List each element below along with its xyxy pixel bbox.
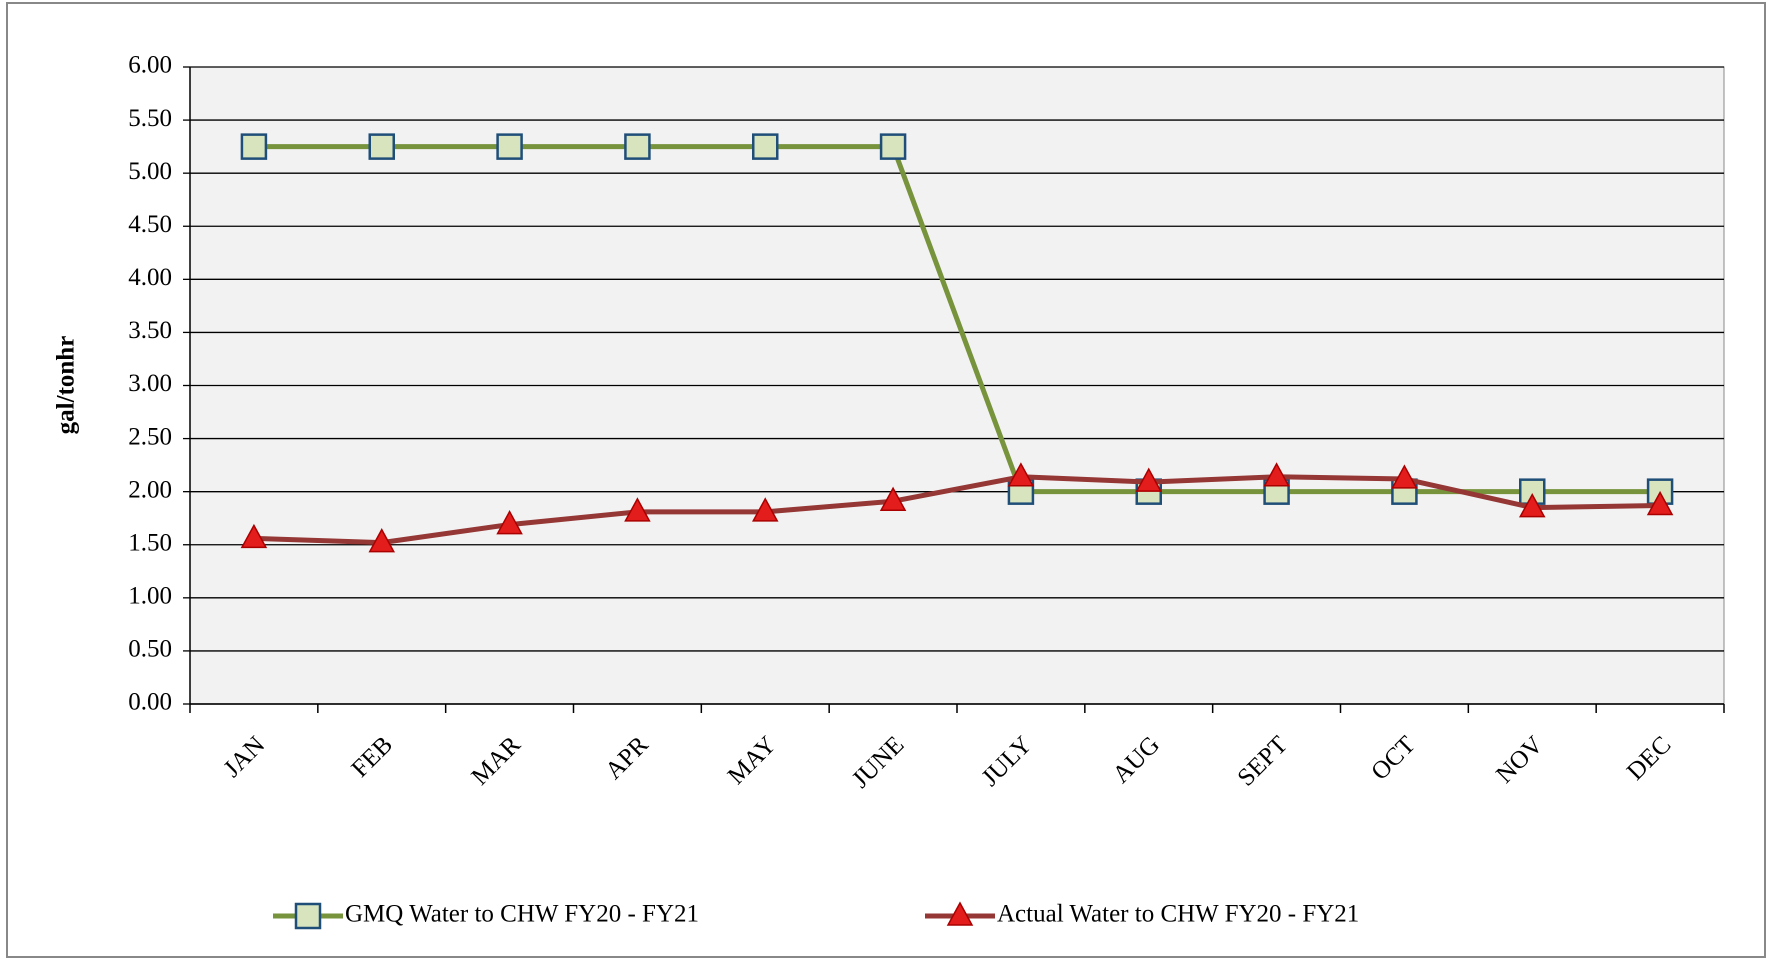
data-point	[1007, 462, 1035, 487]
y-tick-label: 4.50	[128, 211, 172, 238]
data-point	[752, 133, 779, 160]
y-tick-label: 1.50	[128, 529, 172, 556]
data-point	[624, 133, 651, 160]
y-tick-label: 2.50	[128, 423, 172, 450]
y-tick-label: 3.50	[128, 317, 172, 344]
data-point	[1391, 464, 1418, 489]
y-tick-label: 0.50	[128, 636, 172, 663]
data-point	[1263, 462, 1290, 487]
y-tick-label: 0.00	[128, 689, 172, 716]
legend-label: GMQ Water to CHW FY20 - FY21	[345, 901, 699, 928]
data-point	[1646, 490, 1674, 516]
y-tick-label: 1.00	[128, 583, 172, 610]
data-point	[879, 133, 907, 160]
data-point	[496, 510, 523, 535]
y-tick-label: 3.00	[128, 370, 172, 397]
data-point	[496, 133, 523, 160]
data-point	[751, 497, 779, 522]
data-point	[624, 497, 651, 522]
y-axis-label: gal/tonhr	[53, 336, 80, 435]
y-tick-label: 4.00	[128, 264, 172, 291]
data-point	[240, 133, 268, 160]
data-point	[879, 486, 907, 511]
y-tick-label: 5.00	[128, 158, 172, 185]
y-tick-label: 2.00	[128, 476, 172, 503]
data-point	[368, 133, 395, 160]
legend-marker	[294, 902, 322, 930]
legend-label: Actual Water to CHW FY20 - FY21	[997, 901, 1359, 928]
data-point	[240, 523, 268, 549]
y-tick-label: 5.50	[128, 105, 172, 132]
series-line	[253, 474, 1661, 546]
data-point	[1518, 493, 1546, 518]
data-point	[1135, 467, 1163, 492]
series-line	[253, 144, 1661, 495]
y-tick-label: 6.00	[128, 52, 172, 79]
legend-marker	[946, 901, 974, 926]
data-point	[368, 528, 396, 553]
